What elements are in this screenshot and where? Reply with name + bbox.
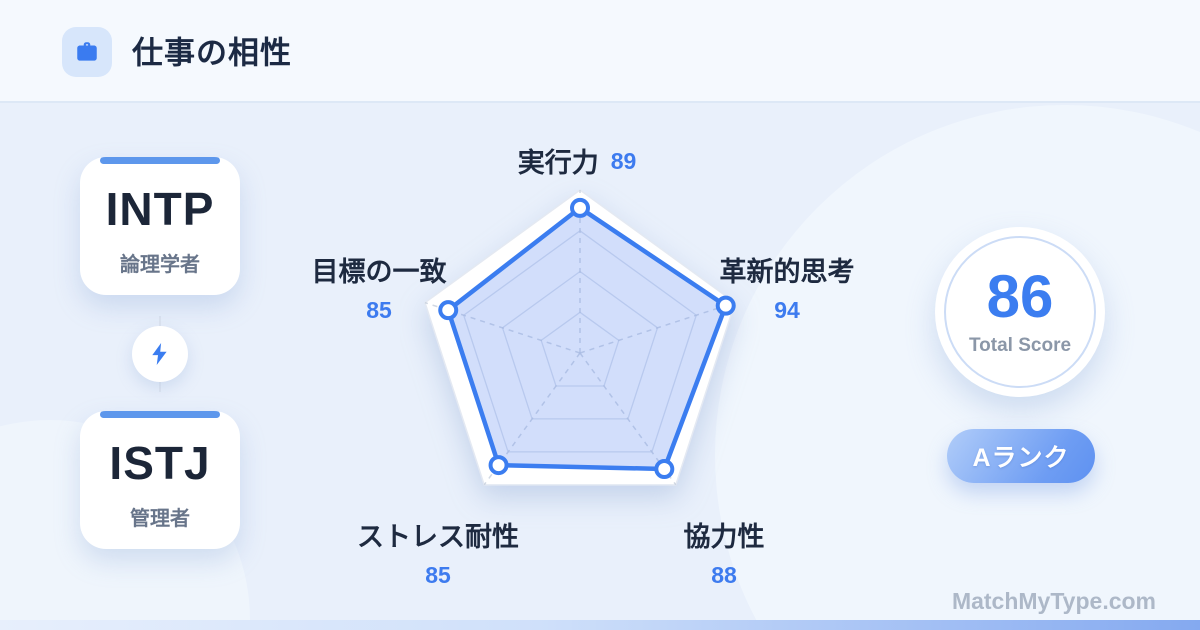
connector-circle xyxy=(132,326,188,382)
total-score-label: Total Score xyxy=(968,335,1072,356)
bottom-accent-bar xyxy=(0,620,1200,630)
radar-label-stress-tolerance: ストレス耐性 85 xyxy=(357,522,519,588)
total-score-circle: 86 Total Score xyxy=(935,227,1105,397)
connector-line-lower xyxy=(159,376,161,392)
header: 仕事の相性 xyxy=(0,0,1200,103)
total-score-value: 86 xyxy=(986,263,1054,330)
mbti-card-top: INTP 論理学者 xyxy=(80,157,240,295)
radar-label-execution: 実行力 89 xyxy=(517,148,637,178)
mbti-subtitle-top: 論理学者 xyxy=(120,254,200,276)
connector-line-upper xyxy=(159,316,161,332)
rank-badge: Aランク xyxy=(947,429,1095,483)
mbti-subtitle-bottom: 管理者 xyxy=(130,508,190,530)
lightning-icon xyxy=(152,343,167,365)
mbti-type-top: INTP xyxy=(105,183,215,235)
radar-label-goal-alignment: 目標の一致 85 xyxy=(311,257,447,323)
rank-badge-text: Aランク xyxy=(972,444,1070,472)
mbti-type-bottom: ISTJ xyxy=(109,437,211,489)
card-accent-bar xyxy=(100,411,220,418)
radar-label-innovation: 革新的思考 94 xyxy=(719,257,855,323)
card-accent-bar xyxy=(100,157,220,164)
radar-chart-svg xyxy=(424,189,736,486)
radar-label-cooperation: 協力性 88 xyxy=(683,522,765,588)
briefcase-icon xyxy=(77,42,97,61)
page-title: 仕事の相性 xyxy=(132,35,292,71)
briefcase-icon-badge xyxy=(62,27,112,77)
watermark: MatchMyType.com xyxy=(951,588,1156,614)
mbti-card-bottom: ISTJ 管理者 xyxy=(80,411,240,549)
